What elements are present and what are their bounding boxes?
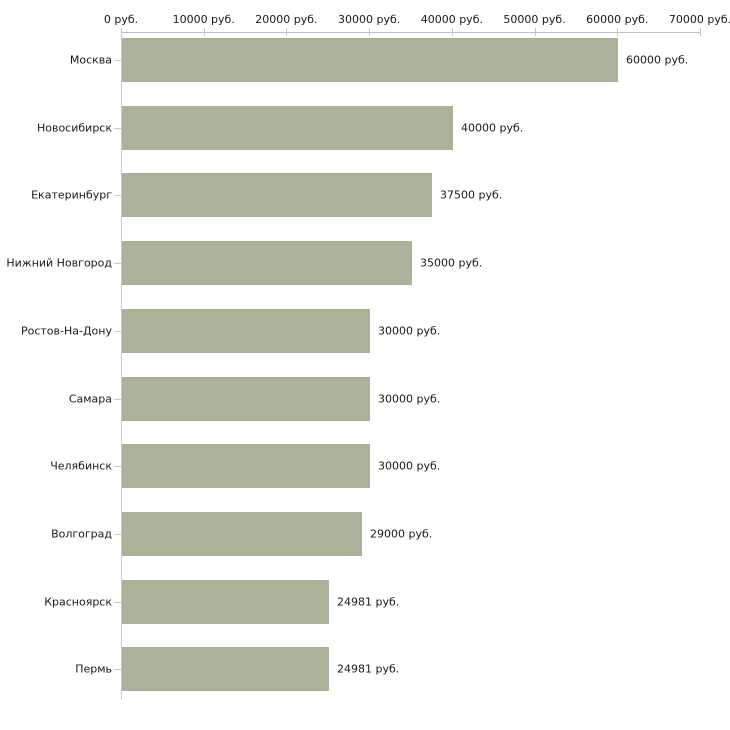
- value-label: 30000 руб.: [378, 459, 441, 473]
- x-axis-tick-mark: [369, 28, 371, 36]
- x-axis-tick-mark: [121, 28, 122, 36]
- bar: [122, 511, 362, 556]
- category-label: Красноярск: [44, 595, 112, 609]
- x-axis-tick-label: 30000 руб.: [338, 13, 401, 26]
- bar: [122, 241, 412, 286]
- category-label: Самара: [68, 392, 112, 405]
- y-axis-line: [121, 32, 122, 700]
- x-axis-tick-label: 70000 руб.: [668, 13, 730, 26]
- category-label: Пермь: [75, 662, 112, 676]
- category-tick-mark: [114, 195, 121, 196]
- bar: [122, 38, 618, 82]
- bar: [122, 579, 329, 624]
- category-tick-mark: [114, 466, 121, 467]
- category-label: Ростов-На-Дону: [20, 324, 112, 338]
- x-axis-tick-mark: [700, 28, 701, 36]
- x-axis-tick-mark: [203, 28, 205, 36]
- value-label: 24981 руб.: [337, 662, 400, 676]
- bar: [122, 173, 432, 218]
- category-label: Нижний Новгород: [6, 256, 112, 270]
- x-axis-tick-mark: [534, 28, 536, 36]
- category-tick-mark: [114, 60, 121, 61]
- category-label: Новосибирск: [36, 121, 112, 135]
- value-label: 40000 руб.: [461, 121, 524, 135]
- x-axis-tick-label: 20000 руб.: [255, 13, 318, 26]
- category-tick-mark: [114, 263, 121, 264]
- x-axis-tick-mark: [451, 28, 453, 36]
- bar: [122, 444, 370, 489]
- value-label: 30000 руб.: [378, 392, 441, 405]
- category-tick-mark: [114, 399, 121, 400]
- category-tick-mark: [114, 602, 121, 603]
- category-label: Екатеринбург: [31, 188, 112, 202]
- bar: [122, 647, 329, 692]
- x-axis-tick-mark: [617, 28, 619, 36]
- x-axis-tick-label: 50000 руб.: [503, 13, 566, 26]
- category-tick-mark: [114, 669, 121, 670]
- category-label: Волгоград: [51, 527, 112, 541]
- x-axis-tick-label: 60000 руб.: [586, 13, 649, 26]
- bar: [122, 376, 370, 421]
- x-axis-tick-label: 10000 руб.: [172, 13, 235, 26]
- bar: [122, 105, 453, 150]
- x-axis-tick-mark: [286, 28, 288, 36]
- value-label: 29000 руб.: [370, 527, 433, 541]
- x-axis-tick-label: 40000 руб.: [420, 13, 483, 26]
- x-axis-tick-label: 0 руб.: [103, 13, 139, 26]
- value-label: 60000 руб.: [626, 53, 689, 67]
- value-label: 35000 руб.: [420, 256, 483, 270]
- category-tick-mark: [114, 128, 121, 129]
- value-label: 30000 руб.: [378, 324, 441, 338]
- value-label: 37500 руб.: [440, 188, 503, 202]
- x-axis-line: [121, 32, 701, 33]
- category-tick-mark: [114, 534, 121, 535]
- category-tick-mark: [114, 331, 121, 332]
- category-label: Челябинск: [50, 459, 112, 473]
- value-label: 24981 руб.: [337, 595, 400, 609]
- bar: [122, 308, 370, 353]
- category-label: Москва: [69, 53, 112, 67]
